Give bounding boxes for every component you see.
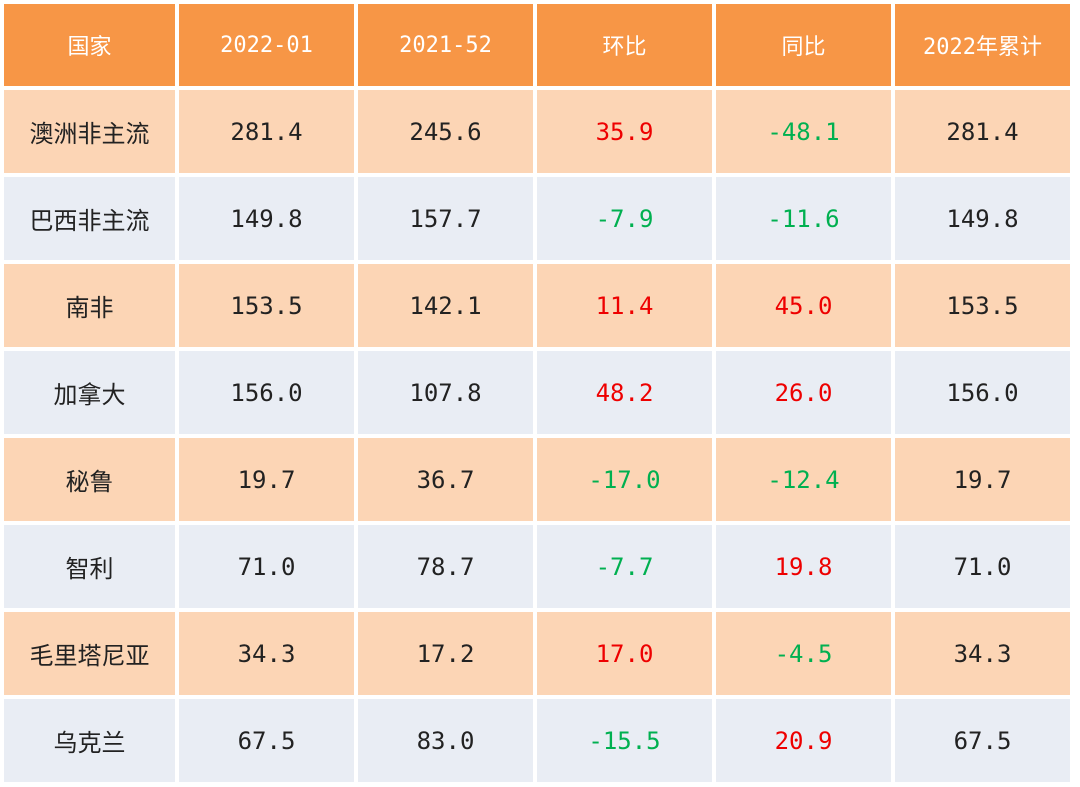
mom-change-cell: 11.4 (537, 264, 712, 347)
table-body: 澳洲非主流 281.4 245.6 35.9 -48.1 281.4 巴西非主流 149.8 1… (4, 90, 1070, 782)
value-2022-01-cell: 34.3 (179, 612, 354, 695)
table-row: 秘鲁 19.7 36.7 -17.0 -12.4 19.7 (4, 438, 1070, 521)
country-cell: 毛里塔尼亚 (4, 612, 175, 695)
value-2021-52-cell: 36.7 (358, 438, 533, 521)
country-cell: 南非 (4, 264, 175, 347)
table-row: 智利 71.0 78.7 -7.7 19.8 71.0 (4, 525, 1070, 608)
yoy-change-cell: -11.6 (716, 177, 891, 260)
country-cell: 智利 (4, 525, 175, 608)
value-2021-52-cell: 245.6 (358, 90, 533, 173)
ytd-2022-cell: 67.5 (895, 699, 1070, 782)
table-row: 南非 153.5 142.1 11.4 45.0 153.5 (4, 264, 1070, 347)
yoy-change-cell: -4.5 (716, 612, 891, 695)
ytd-2022-cell: 34.3 (895, 612, 1070, 695)
value-2021-52-cell: 107.8 (358, 351, 533, 434)
yoy-change-cell: 26.0 (716, 351, 891, 434)
yoy-change-cell: -48.1 (716, 90, 891, 173)
ytd-2022-cell: 149.8 (895, 177, 1070, 260)
mom-change-cell: 17.0 (537, 612, 712, 695)
yoy-change-cell: -12.4 (716, 438, 891, 521)
mom-change-cell: -17.0 (537, 438, 712, 521)
value-2022-01-cell: 153.5 (179, 264, 354, 347)
value-2022-01-cell: 281.4 (179, 90, 354, 173)
ytd-2022-cell: 19.7 (895, 438, 1070, 521)
value-2021-52-cell: 157.7 (358, 177, 533, 260)
value-2021-52-cell: 78.7 (358, 525, 533, 608)
country-cell: 秘鲁 (4, 438, 175, 521)
value-2022-01-cell: 67.5 (179, 699, 354, 782)
yoy-change-cell: 19.8 (716, 525, 891, 608)
table-row: 乌克兰 67.5 83.0 -15.5 20.9 67.5 (4, 699, 1070, 782)
country-cell: 乌克兰 (4, 699, 175, 782)
table-row: 加拿大 156.0 107.8 48.2 26.0 156.0 (4, 351, 1070, 434)
mom-change-cell: -7.9 (537, 177, 712, 260)
header-mom: 环比 (537, 4, 712, 86)
ytd-2022-cell: 156.0 (895, 351, 1070, 434)
header-yoy: 同比 (716, 4, 891, 86)
ytd-2022-cell: 71.0 (895, 525, 1070, 608)
mom-change-cell: -15.5 (537, 699, 712, 782)
header-2022-01: 2022-01 (179, 4, 354, 86)
table-row: 毛里塔尼亚 34.3 17.2 17.0 -4.5 34.3 (4, 612, 1070, 695)
yoy-change-cell: 45.0 (716, 264, 891, 347)
country-cell: 澳洲非主流 (4, 90, 175, 173)
mom-change-cell: -7.7 (537, 525, 712, 608)
ytd-2022-cell: 153.5 (895, 264, 1070, 347)
value-2021-52-cell: 83.0 (358, 699, 533, 782)
value-2021-52-cell: 17.2 (358, 612, 533, 695)
header-2021-52: 2021-52 (358, 4, 533, 86)
value-2021-52-cell: 142.1 (358, 264, 533, 347)
value-2022-01-cell: 71.0 (179, 525, 354, 608)
value-2022-01-cell: 19.7 (179, 438, 354, 521)
header-ytd-2022: 2022年累计 (895, 4, 1070, 86)
mom-change-cell: 35.9 (537, 90, 712, 173)
value-2022-01-cell: 156.0 (179, 351, 354, 434)
value-2022-01-cell: 149.8 (179, 177, 354, 260)
country-cell: 巴西非主流 (4, 177, 175, 260)
ytd-2022-cell: 281.4 (895, 90, 1070, 173)
mom-change-cell: 48.2 (537, 351, 712, 434)
header-country: 国家 (4, 4, 175, 86)
header-row: 国家 2022-01 2021-52 环比 同比 2022年累计 (4, 4, 1070, 86)
table-row: 巴西非主流 149.8 157.7 -7.9 -11.6 149.8 (4, 177, 1070, 260)
country-cell: 加拿大 (4, 351, 175, 434)
table-row: 澳洲非主流 281.4 245.6 35.9 -48.1 281.4 (4, 90, 1070, 173)
yoy-change-cell: 20.9 (716, 699, 891, 782)
